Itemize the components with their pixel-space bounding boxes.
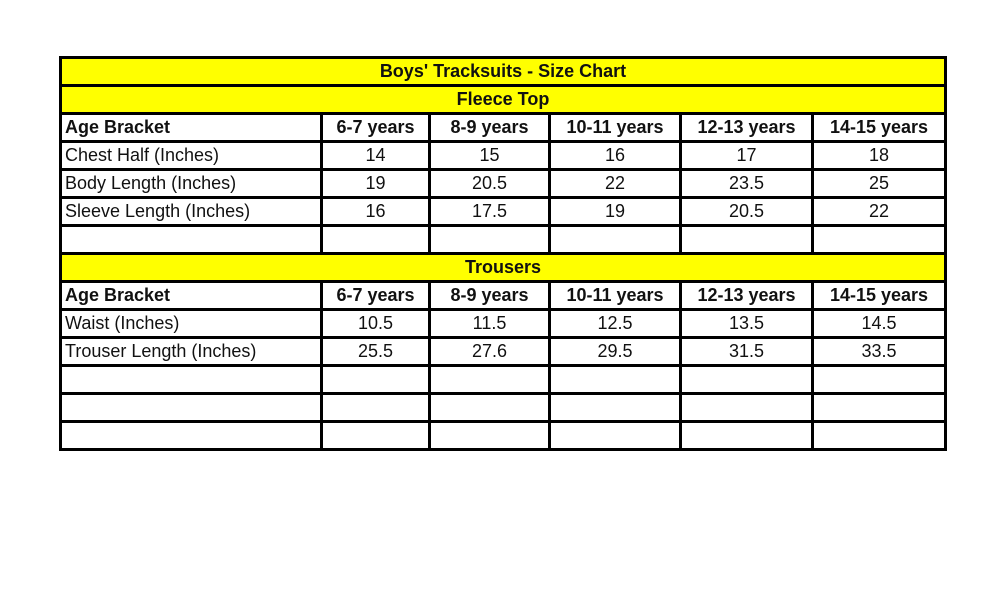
- empty-cell: [320, 224, 431, 255]
- size-value: 12.5: [548, 308, 682, 339]
- table-row: Chest Half (Inches) 14 15 16 17 18: [59, 140, 947, 171]
- size-value: 19: [548, 196, 682, 227]
- size-chart-table: Boys' Tracksuits - Size Chart Fleece Top A…: [59, 56, 947, 451]
- row-label: Waist (Inches): [59, 308, 323, 339]
- size-value: 23.5: [679, 168, 814, 199]
- size-value: 33.5: [811, 336, 947, 367]
- empty-cell: [428, 364, 551, 395]
- row-label: Chest Half (Inches): [59, 140, 323, 171]
- size-value: 27.6: [428, 336, 551, 367]
- row-label: Body Length (Inches): [59, 168, 323, 199]
- empty-cell: [59, 224, 323, 255]
- size-value: 25: [811, 168, 947, 199]
- size-value: 11.5: [428, 308, 551, 339]
- table-row: [59, 392, 947, 423]
- empty-cell: [811, 420, 947, 451]
- table-row: [59, 420, 947, 451]
- column-header: 10-11 years: [548, 280, 682, 311]
- table-title: Boys' Tracksuits - Size Chart: [59, 56, 947, 87]
- empty-cell: [59, 364, 323, 395]
- size-value: 18: [811, 140, 947, 171]
- table-row: Trousers: [59, 252, 947, 283]
- empty-cell: [548, 224, 682, 255]
- size-value: 29.5: [548, 336, 682, 367]
- table-row: Fleece Top: [59, 84, 947, 115]
- row-label: Trouser Length (Inches): [59, 336, 323, 367]
- section-title: Fleece Top: [59, 84, 947, 115]
- empty-cell: [320, 392, 431, 423]
- table-row: Sleeve Length (Inches) 16 17.5 19 20.5 22: [59, 196, 947, 227]
- size-value: 19: [320, 168, 431, 199]
- empty-cell: [59, 392, 323, 423]
- table-row: [59, 364, 947, 395]
- size-value: 15: [428, 140, 551, 171]
- empty-cell: [548, 364, 682, 395]
- size-value: 31.5: [679, 336, 814, 367]
- empty-cell: [548, 392, 682, 423]
- table-row: Age Bracket 6-7 years 8-9 years 10-11 years…: [59, 112, 947, 143]
- size-value: 10.5: [320, 308, 431, 339]
- size-value: 14: [320, 140, 431, 171]
- size-value: 16: [320, 196, 431, 227]
- column-header: 6-7 years: [320, 112, 431, 143]
- table-row: Trouser Length (Inches) 25.5 27.6 29.5 31.5 3…: [59, 336, 947, 367]
- column-header: 8-9 years: [428, 280, 551, 311]
- size-value: 16: [548, 140, 682, 171]
- empty-cell: [679, 224, 814, 255]
- size-value: 13.5: [679, 308, 814, 339]
- empty-cell: [679, 392, 814, 423]
- size-value: 17: [679, 140, 814, 171]
- empty-cell: [548, 420, 682, 451]
- table-row: Body Length (Inches) 19 20.5 22 23.5 25: [59, 168, 947, 199]
- size-value: 22: [811, 196, 947, 227]
- size-value: 25.5: [320, 336, 431, 367]
- size-value: 14.5: [811, 308, 947, 339]
- empty-cell: [59, 420, 323, 451]
- column-header: 14-15 years: [811, 112, 947, 143]
- table-row: Boys' Tracksuits - Size Chart: [59, 56, 947, 87]
- column-header: 14-15 years: [811, 280, 947, 311]
- table-row: [59, 224, 947, 255]
- column-header: Age Bracket: [59, 280, 323, 311]
- column-header: 12-13 years: [679, 112, 814, 143]
- empty-cell: [811, 224, 947, 255]
- empty-cell: [811, 364, 947, 395]
- column-header: 8-9 years: [428, 112, 551, 143]
- size-value: 20.5: [679, 196, 814, 227]
- row-label: Sleeve Length (Inches): [59, 196, 323, 227]
- size-value: 20.5: [428, 168, 551, 199]
- column-header: Age Bracket: [59, 112, 323, 143]
- empty-cell: [428, 420, 551, 451]
- column-header: 12-13 years: [679, 280, 814, 311]
- empty-cell: [811, 392, 947, 423]
- column-header: 10-11 years: [548, 112, 682, 143]
- empty-cell: [679, 420, 814, 451]
- column-header: 6-7 years: [320, 280, 431, 311]
- section-title: Trousers: [59, 252, 947, 283]
- table-row: Age Bracket 6-7 years 8-9 years 10-11 years…: [59, 280, 947, 311]
- empty-cell: [428, 224, 551, 255]
- size-value: 17.5: [428, 196, 551, 227]
- empty-cell: [679, 364, 814, 395]
- table-row: Waist (Inches) 10.5 11.5 12.5 13.5 14.5: [59, 308, 947, 339]
- empty-cell: [428, 392, 551, 423]
- size-value: 22: [548, 168, 682, 199]
- empty-cell: [320, 364, 431, 395]
- empty-cell: [320, 420, 431, 451]
